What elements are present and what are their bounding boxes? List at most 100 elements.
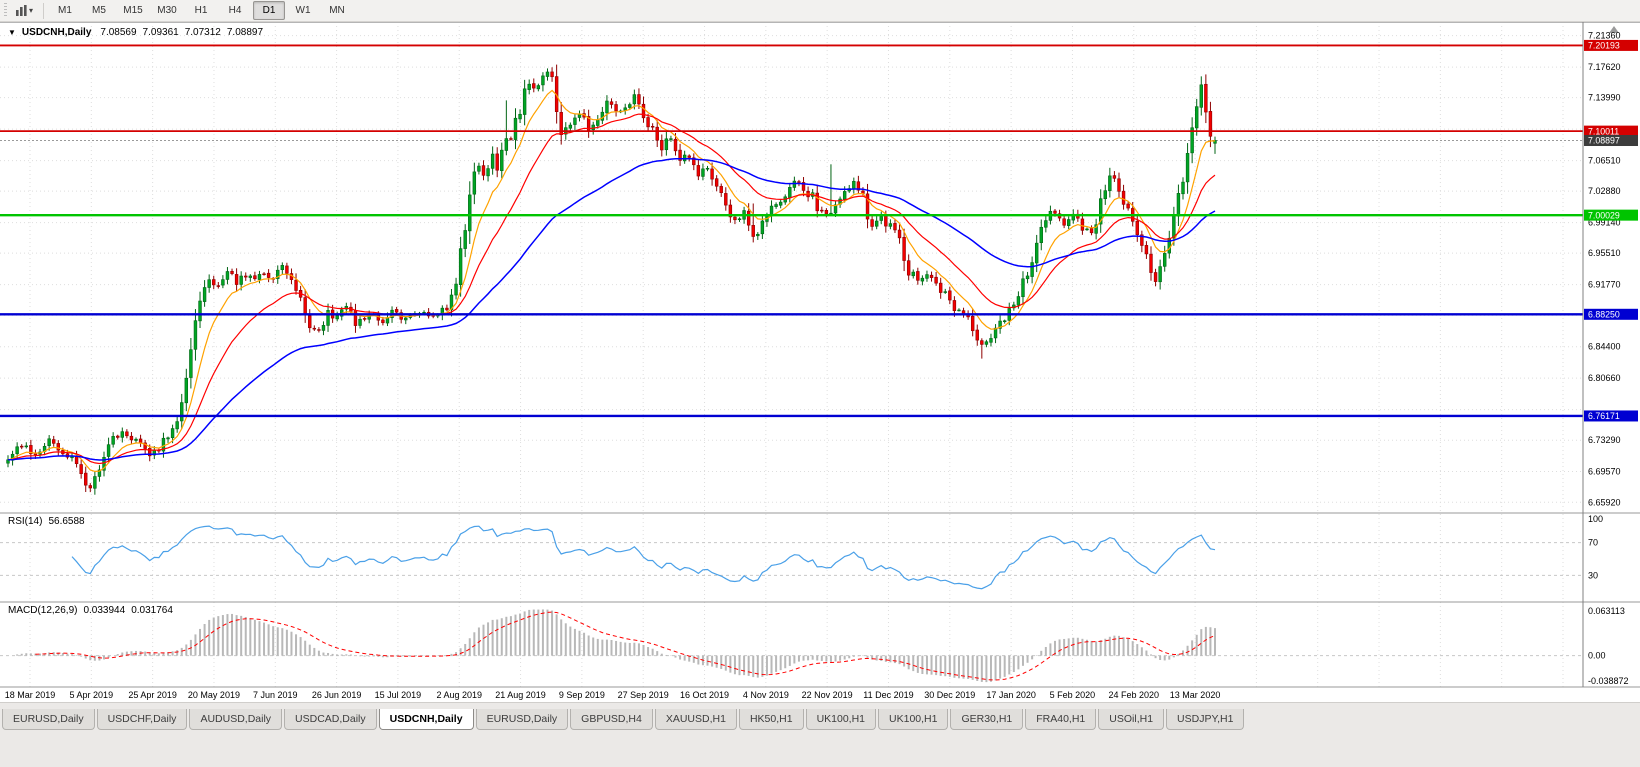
chart-tab-10[interactable]: UK100,H1	[878, 709, 949, 730]
timeframe-button-w1[interactable]: W1	[295, 5, 311, 16]
price-badge	[1584, 125, 1638, 137]
rsi-value: 56.6588	[48, 516, 85, 527]
chart-tab-13[interactable]: USOil,H1	[1098, 709, 1165, 730]
chart-window: 7.21360 7.17620 7.13990 7.06510 7.02880 6.991…	[0, 22, 1640, 702]
svg-text:0.063113: 0.063113	[1588, 606, 1625, 616]
svg-text:7.17620: 7.17620	[1588, 62, 1621, 72]
svg-text:11 Dec 2019: 11 Dec 2019	[863, 690, 913, 700]
ma-8-line	[7, 89, 1216, 473]
timeframe-button-d1[interactable]: D1	[253, 1, 285, 20]
svg-text:7.02880: 7.02880	[1588, 186, 1621, 196]
timeframe-buttons: M1 M5 M15 M30 H1 H4 D1 W1 MN	[48, 1, 354, 20]
svg-text:13 Mar 2020: 13 Mar 2020	[1170, 690, 1221, 700]
svg-text:25 Apr 2019: 25 Apr 2019	[128, 690, 177, 700]
chart-tab-4[interactable]: USDCNH,Daily	[378, 709, 474, 730]
svg-text:6.88250: 6.88250	[1588, 309, 1620, 319]
timeframe-toolbar: ▾ M1 M5 M15 M30 H1 H4 D1 W1 MN	[0, 0, 1640, 22]
macd-indicator-label: MACD(12,26,9) 0.033944 0.031764	[8, 605, 179, 616]
svg-text:7 Jun 2019: 7 Jun 2019	[253, 690, 298, 700]
chart-tab-0[interactable]: EURUSD,Daily	[2, 709, 95, 730]
symbol-label: USDCNH,Daily	[21, 27, 92, 38]
svg-text:7.21360: 7.21360	[1588, 31, 1621, 41]
macd-signal-line	[35, 611, 1216, 681]
timeframe-button-m15[interactable]: M15	[123, 5, 143, 16]
chart-tab-14[interactable]: USDJPY,H1	[1166, 709, 1245, 730]
chart-tools-button[interactable]: ▾	[11, 1, 37, 21]
timeframe-button-m30[interactable]: M30	[157, 5, 177, 16]
chart-tab-5[interactable]: EURUSD,Daily	[475, 709, 569, 730]
toolbar-grip[interactable]	[4, 3, 7, 18]
rsi-name: RSI(14)	[8, 516, 43, 527]
svg-text:6.76171: 6.76171	[1588, 411, 1620, 421]
price-badge	[1584, 308, 1638, 320]
svg-text:0.00: 0.00	[1588, 651, 1606, 661]
ma-20-line	[7, 113, 1216, 465]
svg-text:6.65920: 6.65920	[1588, 497, 1621, 507]
svg-text:21 Aug 2019: 21 Aug 2019	[495, 690, 546, 700]
svg-text:30: 30	[1588, 570, 1598, 580]
low-value: 7.07312	[184, 27, 221, 38]
chart-tab-6[interactable]: GBPUSD,H4	[570, 709, 653, 730]
svg-text:6.80660: 6.80660	[1588, 373, 1621, 383]
svg-text:16 Oct 2019: 16 Oct 2019	[680, 690, 729, 700]
chart-tabs: EURUSD,Daily USDCHF,Daily AUDUSD,Daily USDC…	[0, 703, 1640, 730]
price-axis[interactable]: 7.21360 7.17620 7.13990 7.06510 7.02880 6.991…	[1584, 31, 1638, 686]
svg-text:7.13990: 7.13990	[1588, 93, 1621, 103]
chart-tab-3[interactable]: USDCAD,Daily	[284, 709, 377, 730]
svg-text:6.99140: 6.99140	[1588, 218, 1621, 228]
svg-text:5 Apr 2019: 5 Apr 2019	[70, 690, 114, 700]
macd-main-value: 0.033944	[83, 605, 126, 616]
svg-text:9 Sep 2019: 9 Sep 2019	[559, 690, 605, 700]
svg-text:5 Feb 2020: 5 Feb 2020	[1050, 690, 1096, 700]
svg-text:6.95510: 6.95510	[1588, 248, 1621, 258]
chart-canvas[interactable]: 7.21360 7.17620 7.13990 7.06510 7.02880 6.991…	[0, 22, 1640, 702]
svg-text:7.06510: 7.06510	[1588, 156, 1621, 166]
ma-55-line	[7, 157, 1216, 461]
svg-text:70: 70	[1588, 538, 1598, 548]
timeframe-button-h1[interactable]: H1	[194, 5, 208, 16]
svg-text:27 Sep 2019: 27 Sep 2019	[618, 690, 669, 700]
scroll-up-icon	[1609, 26, 1619, 33]
rsi-line	[71, 525, 1216, 590]
svg-text:6.73290: 6.73290	[1588, 435, 1621, 445]
horizontal-lines	[0, 44, 1583, 418]
svg-text:6.69570: 6.69570	[1588, 467, 1621, 477]
svg-text:7.08897: 7.08897	[1588, 136, 1620, 146]
rsi-pane	[0, 525, 1583, 590]
svg-text:30 Dec 2019: 30 Dec 2019	[924, 690, 975, 700]
chart-tab-7[interactable]: XAUUSD,H1	[654, 709, 737, 730]
chart-tab-9[interactable]: UK100,H1	[805, 709, 877, 730]
svg-text:22 Nov 2019: 22 Nov 2019	[802, 690, 853, 700]
chart-tab-2[interactable]: AUDUSD,Daily	[189, 709, 283, 730]
timeframe-button-mn[interactable]: MN	[329, 5, 345, 16]
date-axis[interactable]: 18 Mar 2019 5 Apr 2019 25 Apr 2019 20 May 2…	[5, 690, 1221, 700]
price-badge	[1584, 410, 1638, 422]
symbol-dropdown-icon[interactable]: ▼	[8, 28, 16, 37]
svg-text:-0.038872: -0.038872	[1588, 676, 1629, 686]
pane-frame	[0, 22, 1640, 688]
chart-tab-11[interactable]: GER30,H1	[950, 709, 1024, 730]
timeframe-button-m5[interactable]: M5	[92, 5, 106, 16]
chevron-down-icon: ▾	[28, 6, 33, 15]
chart-tab-8[interactable]: HK50,H1	[738, 709, 804, 730]
svg-text:26 Jun 2019: 26 Jun 2019	[312, 690, 362, 700]
close-value: 7.08897	[226, 27, 264, 38]
timeframe-button-h4[interactable]: H4	[228, 5, 242, 16]
chart-tab-12[interactable]: FRA40,H1	[1025, 709, 1097, 730]
symbol-ohlc-readout: ▼ USDCNH,Daily 7.08569 7.09361 7.07312 7.0889…	[8, 27, 269, 38]
mini-chart-icon	[15, 5, 27, 16]
chart-grid	[0, 22, 1583, 687]
svg-text:15 Jul 2019: 15 Jul 2019	[375, 690, 422, 700]
svg-text:6.91770: 6.91770	[1588, 280, 1621, 290]
rsi-indicator-label: RSI(14) 56.6588	[8, 516, 91, 527]
svg-text:20 May 2019: 20 May 2019	[188, 690, 240, 700]
timeframe-button-m1[interactable]: M1	[58, 5, 72, 16]
chart-tab-1[interactable]: USDCHF,Daily	[96, 709, 188, 730]
toolbar-separator	[43, 2, 44, 19]
price-badge	[1584, 209, 1638, 221]
price-badge	[1584, 135, 1638, 147]
svg-text:17 Jan 2020: 17 Jan 2020	[986, 690, 1036, 700]
price-badge	[1584, 39, 1638, 51]
svg-text:7.10011: 7.10011	[1588, 126, 1619, 136]
open-value: 7.08569	[100, 27, 137, 38]
